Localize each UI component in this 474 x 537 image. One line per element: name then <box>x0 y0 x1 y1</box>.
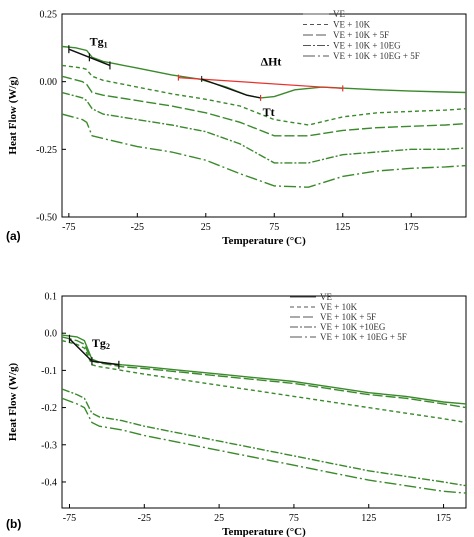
x-tick-label: -25 <box>138 513 151 524</box>
y-tick-label: -0.3 <box>41 440 57 451</box>
legend-entry: VE + 10K <box>320 302 358 312</box>
transition-segment <box>201 78 261 99</box>
x-tick-label: 75 <box>289 513 299 524</box>
tt-label: Tt <box>263 105 275 119</box>
chart-panel-a: -75 -25 25 75 125 175 0.25 0.00 -0.25 -0.50 Temper… <box>6 9 467 247</box>
series-line-3 <box>62 336 466 409</box>
y-tick-label: 0.0 <box>45 329 58 340</box>
x-tick-label: 125 <box>361 513 376 524</box>
legend-entry: VE + 10K + 10EG + 5F <box>320 332 407 342</box>
y-tick-label: -0.2 <box>41 403 57 414</box>
legend-entry: VE <box>333 9 345 19</box>
delta-h-label: ΔHt <box>261 54 282 68</box>
x-tick-label: -75 <box>62 222 75 233</box>
series-line-4 <box>62 91 466 164</box>
tg-label: Tg2 <box>92 336 110 351</box>
legend-entry: VE + 10K + 5F <box>320 312 376 322</box>
x-tick-label: 25 <box>201 222 211 233</box>
x-axis-label: Temperature (°C) <box>222 235 306 247</box>
series-group <box>62 334 466 494</box>
y-tick-label: -0.4 <box>41 477 57 488</box>
legend-entry: VE <box>320 292 332 302</box>
legend-entry: VE + 10K +10EG <box>320 322 386 332</box>
y-axis-label: Heat Flow (W/g) <box>7 363 19 442</box>
series-line-1 <box>62 334 466 405</box>
x-tick-label: 75 <box>269 222 279 233</box>
panel-label: (a) <box>6 229 21 243</box>
series-line-2 <box>62 64 466 126</box>
x-tick-label: 175 <box>404 222 419 233</box>
series-line-3 <box>62 75 466 137</box>
y-tick-label: -0.1 <box>41 366 57 377</box>
legend-entry: VE + 10K + 10EG <box>333 41 401 51</box>
y-tick-label: -0.50 <box>36 213 57 224</box>
chart-panel-b: -75 -25 25 75 125 175 0.1 0.0 -0.1 -0.2 -0.3 -0.4 Te… <box>6 292 467 537</box>
legend-entry: VE + 10K <box>333 20 371 30</box>
y-tick-label: 0.00 <box>40 77 58 88</box>
legend-entry: VE + 10K + 5F <box>333 30 389 40</box>
x-axis-label: Temperature (°C) <box>222 526 306 537</box>
y-tick-label: 0.25 <box>40 10 58 21</box>
x-tick-label: -75 <box>63 513 76 524</box>
plot-frame <box>61 13 467 218</box>
legend-entry: VE + 10K + 10EG + 5F <box>333 51 420 61</box>
series-line-2 <box>62 339 466 424</box>
panel-label: (b) <box>6 517 21 531</box>
y-tick-label: -0.25 <box>36 145 57 156</box>
y-tick-label: 0.1 <box>45 292 58 303</box>
x-tick-label: -25 <box>131 222 144 233</box>
series-line-5 <box>62 397 466 494</box>
x-tick-label: 175 <box>436 513 451 524</box>
enthalpy-baseline <box>178 77 343 90</box>
series-line-5 <box>62 113 466 188</box>
x-tick-label: 125 <box>335 222 350 233</box>
series-line-4 <box>62 388 466 487</box>
tg-label: Tg1 <box>90 35 108 50</box>
plot-frame <box>61 295 467 509</box>
x-tick-label: 25 <box>214 513 224 524</box>
y-axis-label: Heat Flow (W/g) <box>7 76 19 155</box>
